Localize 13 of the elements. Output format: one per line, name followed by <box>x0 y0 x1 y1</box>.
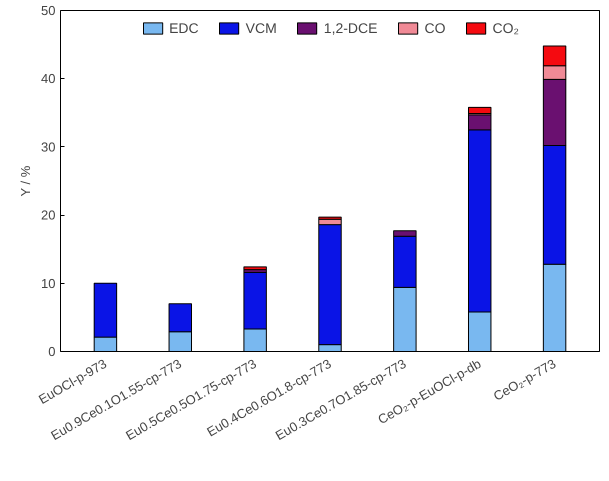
y-tick-label: 50 <box>41 3 56 18</box>
bar <box>243 266 267 270</box>
y-tick-label: 20 <box>41 208 56 223</box>
legend-label: CO <box>424 20 446 36</box>
legend-label: 1,2-DCE <box>324 20 378 36</box>
legend-label: EDC <box>169 20 199 36</box>
y-axis-title: Y / % <box>18 165 34 197</box>
legend-label: VCM <box>246 20 277 36</box>
y-tick-label: 0 <box>48 344 56 359</box>
y-tick-label: 30 <box>41 139 56 154</box>
y-tick-label: 40 <box>41 71 56 86</box>
legend-label: CO₂ <box>492 20 519 36</box>
y-tick-label: 10 <box>41 276 56 291</box>
